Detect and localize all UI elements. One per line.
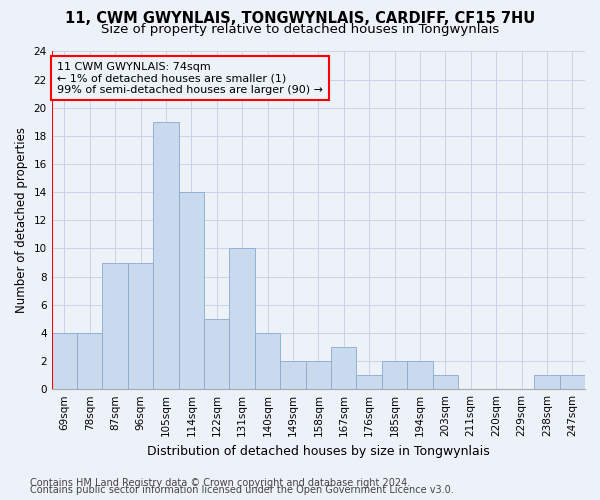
Text: Contains HM Land Registry data © Crown copyright and database right 2024.: Contains HM Land Registry data © Crown c…	[30, 478, 410, 488]
Bar	[382, 361, 407, 389]
Bar	[179, 192, 204, 389]
Bar	[560, 375, 585, 389]
Bar	[204, 319, 229, 389]
Y-axis label: Number of detached properties: Number of detached properties	[15, 128, 28, 314]
X-axis label: Distribution of detached houses by size in Tongwynlais: Distribution of detached houses by size …	[147, 444, 490, 458]
Bar	[331, 347, 356, 389]
Text: Size of property relative to detached houses in Tongwynlais: Size of property relative to detached ho…	[101, 22, 499, 36]
Bar	[229, 248, 255, 389]
Text: 11, CWM GWYNLAIS, TONGWYNLAIS, CARDIFF, CF15 7HU: 11, CWM GWYNLAIS, TONGWYNLAIS, CARDIFF, …	[65, 11, 535, 26]
Bar	[433, 375, 458, 389]
Bar	[356, 375, 382, 389]
Bar	[255, 333, 280, 389]
Bar	[128, 262, 153, 389]
Bar	[103, 262, 128, 389]
Text: Contains public sector information licensed under the Open Government Licence v3: Contains public sector information licen…	[30, 485, 454, 495]
Bar	[407, 361, 433, 389]
Bar	[77, 333, 103, 389]
Bar	[280, 361, 305, 389]
Bar	[534, 375, 560, 389]
Bar	[305, 361, 331, 389]
Text: 11 CWM GWYNLAIS: 74sqm
← 1% of detached houses are smaller (1)
99% of semi-detac: 11 CWM GWYNLAIS: 74sqm ← 1% of detached …	[57, 62, 323, 95]
Bar	[52, 333, 77, 389]
Bar	[153, 122, 179, 389]
